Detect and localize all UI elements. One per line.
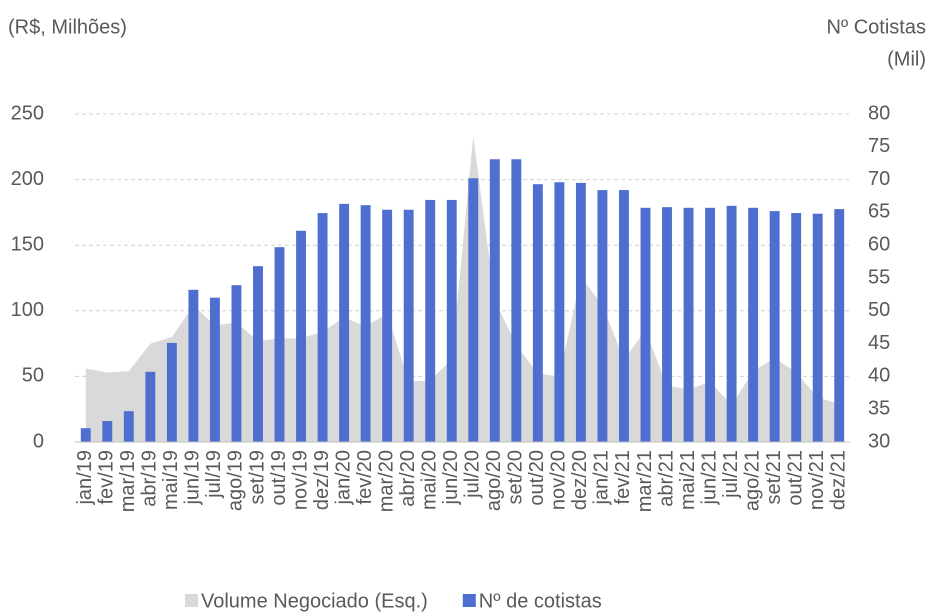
bar — [511, 159, 522, 442]
y2-tick-label: 35 — [868, 397, 890, 419]
bar — [489, 159, 500, 442]
x-tick-label: dez/20 — [569, 450, 591, 510]
y2-axis-title: (Mil) — [887, 48, 926, 70]
y-tick-label: 0 — [33, 430, 44, 452]
bar — [769, 211, 780, 442]
x-tick-label: mar/19 — [117, 450, 139, 512]
legend-label: Volume Negociado (Esq.) — [201, 590, 428, 612]
bar — [382, 209, 393, 442]
bar — [102, 421, 113, 442]
bar — [619, 190, 629, 442]
area — [85, 136, 840, 442]
x-tick-label: nov/20 — [548, 450, 570, 510]
bar — [834, 209, 845, 442]
x-tick-label: fev/19 — [96, 450, 118, 504]
bar — [726, 205, 737, 442]
legend-swatch — [185, 594, 198, 607]
y2-tick-label: 50 — [868, 299, 890, 321]
x-tick-label: jul/20 — [462, 450, 484, 499]
x-tick-label: jun/19 — [182, 450, 204, 506]
x-tick-label: out/21 — [784, 450, 806, 506]
x-tick-label: mai/21 — [677, 450, 699, 510]
x-tick-label: fev/21 — [612, 450, 634, 504]
bar — [166, 342, 177, 442]
y2-tick-label: 45 — [868, 332, 890, 354]
x-tick-label: mar/21 — [634, 450, 656, 512]
legend-label: Nº de cotistas — [479, 590, 602, 612]
y-tick-label: 150 — [11, 233, 44, 255]
bar — [339, 203, 350, 442]
bar — [253, 266, 263, 442]
y2-tick-label: 80 — [868, 102, 890, 124]
x-tick-label: jan/20 — [332, 450, 354, 506]
bar — [575, 182, 586, 442]
x-tick-label: jul/21 — [720, 450, 742, 499]
x-tick-label: abr/19 — [139, 450, 161, 507]
bar — [274, 247, 285, 442]
y-axis-title: (R$, Milhões) — [8, 16, 127, 38]
y-tick-label: 250 — [11, 102, 44, 124]
x-tick-label: nov/19 — [289, 450, 311, 510]
y-tick-label: 100 — [11, 299, 44, 321]
y2-tick-label: 70 — [868, 168, 890, 190]
y-tick-label: 50 — [22, 365, 44, 387]
bar — [188, 289, 199, 442]
bar — [597, 190, 608, 442]
y2-tick-label: 30 — [868, 430, 890, 452]
x-tick-label: ago/19 — [225, 450, 247, 511]
x-tick-label: set/20 — [505, 450, 527, 504]
bar — [446, 199, 457, 442]
x-tick-label: jun/20 — [440, 450, 462, 506]
x-tick-label: ago/21 — [741, 450, 763, 511]
bar — [705, 207, 716, 442]
y2-tick-label: 40 — [868, 365, 890, 387]
bar — [554, 182, 565, 442]
x-tick-label: mai/19 — [160, 450, 182, 510]
y2-tick-label: 65 — [868, 201, 890, 223]
bar — [748, 207, 759, 442]
bar — [360, 205, 371, 442]
x-tick-label: out/19 — [268, 450, 290, 506]
bar — [80, 428, 91, 442]
x-tick-label: mar/20 — [375, 450, 397, 512]
x-tick-label: jul/19 — [203, 450, 225, 499]
bar — [317, 213, 328, 442]
x-tick-label: jan/19 — [74, 450, 96, 506]
bar — [791, 213, 802, 442]
x-tick-label: abr/20 — [397, 450, 419, 507]
x-tick-label: abr/21 — [655, 450, 677, 507]
x-tick-label: jun/21 — [698, 450, 720, 506]
bar — [468, 178, 479, 442]
x-tick-label: jan/21 — [591, 450, 613, 506]
bar — [683, 207, 694, 442]
x-tick-label: mai/20 — [418, 450, 440, 510]
x-tick-label: fev/20 — [354, 450, 376, 504]
x-tick-label: nov/21 — [806, 450, 828, 510]
bar — [532, 184, 543, 442]
legend-swatch — [462, 594, 476, 607]
bar — [123, 411, 134, 442]
x-tick-label: out/20 — [526, 450, 548, 506]
y2-tick-label: 75 — [868, 135, 890, 157]
bar — [662, 207, 672, 442]
x-tick-label: set/21 — [763, 450, 785, 504]
bar — [296, 230, 306, 442]
y-tick-label: 200 — [11, 168, 44, 190]
x-tick-label: set/19 — [246, 450, 268, 504]
bar — [209, 297, 220, 442]
y2-tick-label: 60 — [868, 233, 890, 255]
x-tick-label: dez/19 — [311, 450, 333, 510]
x-tick-label: dez/21 — [828, 450, 850, 510]
x-tick-label: ago/20 — [483, 450, 505, 511]
y2-axis-title: Nº Cotistas — [826, 16, 926, 38]
bar — [403, 209, 414, 442]
bar — [231, 285, 242, 442]
y2-tick-label: 55 — [868, 266, 890, 288]
bar — [425, 199, 436, 442]
bar — [640, 207, 651, 442]
bar — [812, 213, 823, 442]
bar — [145, 371, 156, 442]
